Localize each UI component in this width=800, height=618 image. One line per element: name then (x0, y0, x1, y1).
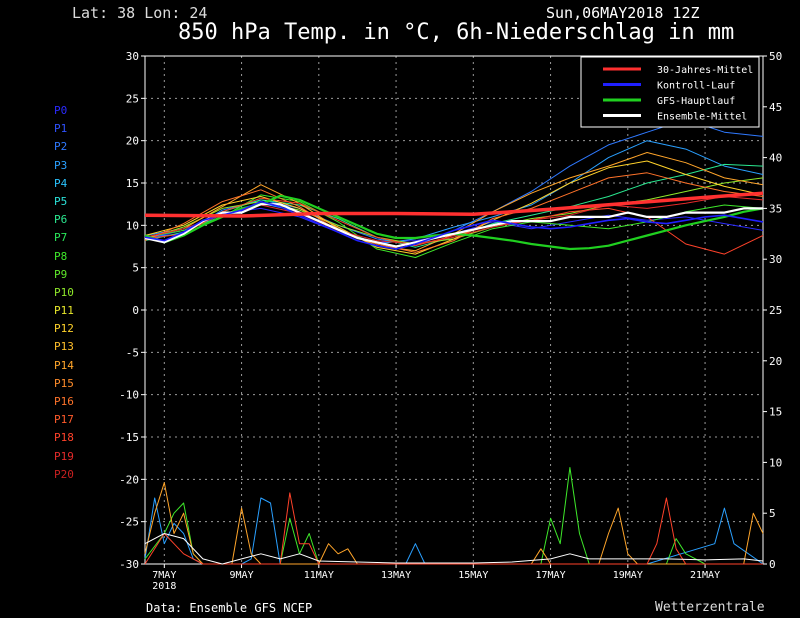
y-left-tick-label: -20 (119, 473, 139, 486)
chart-title: 850 hPa Temp. in °C, 6h-Niederschlag in … (178, 20, 735, 45)
legend-label: GFS-Hauptlauf (657, 96, 735, 107)
chart-series (144, 119, 764, 565)
member-label-p4: P4 (54, 176, 68, 190)
chart-grid (145, 56, 763, 564)
y-right-tick-label: 45 (769, 101, 782, 114)
run-datetime: Sun,06MAY2018 12Z (546, 4, 700, 22)
series-line-ensemble-mittel (144, 203, 763, 248)
y-right-tick-label: 5 (769, 507, 776, 520)
y-left-tick-label: -30 (119, 558, 139, 571)
member-legend: P0 P1 P2 P3 P4 P5 P6 P7 P8 P9 P10 P11 P12 P13 P14 P15 P1… (54, 102, 74, 484)
series-line-p16 (144, 172, 764, 253)
y-left-tick-label: 20 (126, 135, 139, 148)
member-label-p10: P10 (54, 285, 74, 299)
member-label-p7: P7 (54, 231, 68, 245)
x-tick-label: 9MAY (230, 570, 254, 581)
x-tick-label: 19MAY (613, 570, 643, 581)
legend-label: 30-Jahres-Mittel (657, 65, 753, 76)
plot-frame (144, 55, 764, 565)
member-label-p8: P8 (54, 249, 68, 263)
y-right-tick-label: 30 (769, 253, 782, 266)
x-tick-label: 13MAY (381, 570, 411, 581)
member-label-p12: P12 (54, 322, 74, 336)
x-year-label: 2018 (152, 581, 176, 592)
y-left-tick-label: -25 (119, 516, 139, 529)
series-line-p18 (144, 197, 764, 255)
y-left-tick-label: -5 (126, 346, 139, 359)
brand-label: Wetterzentrale (655, 600, 765, 615)
member-label-p20: P20 (54, 467, 74, 481)
member-label-p9: P9 (54, 267, 68, 281)
member-label-p2: P2 (54, 140, 68, 154)
series-line-niederschlag-p14 (144, 482, 764, 565)
member-label-p16: P16 (54, 395, 74, 408)
y-right-tick-label: 15 (769, 406, 782, 419)
series-line-p19 (144, 196, 764, 245)
x-tick-label: 21MAY (690, 570, 720, 581)
legend-label: Kontroll-Lauf (657, 81, 735, 92)
member-label-p6: P6 (54, 213, 68, 227)
y-left-tick-label: -15 (119, 431, 139, 444)
series-legend: 30-Jahres-Mittel Kontroll-Lauf GFS-Hauptla… (580, 56, 760, 128)
y-right-tick-label: 10 (769, 456, 782, 469)
location-label: Lat: 38 Lon: 24 (72, 4, 208, 22)
member-label-p3: P3 (54, 158, 68, 172)
series-line-niederschlag-mittel (144, 533, 764, 565)
x-tick-label: 15MAY (458, 570, 488, 581)
series-line-niederschlag-p8 (144, 467, 763, 565)
x-tick-label: 11MAY (304, 570, 334, 581)
member-label-p15: P15 (54, 376, 74, 390)
member-label-p5: P5 (54, 194, 68, 208)
series-line-p8 (144, 194, 764, 258)
member-label-p14: P14 (54, 358, 74, 372)
chart-axes: 302520151050-5-10-15-20-25-3050454035302… (119, 50, 782, 592)
y-right-tick-label: 25 (769, 304, 782, 317)
y-right-tick-label: 50 (769, 50, 782, 63)
y-right-tick-label: 20 (769, 355, 782, 368)
y-right-tick-label: 40 (769, 152, 782, 165)
y-left-tick-label: 15 (126, 177, 139, 190)
series-line-30-jahres-mittel (144, 191, 764, 218)
series-line-kontroll-lauf (144, 200, 764, 250)
member-label-p1: P1 (54, 122, 68, 136)
y-left-tick-label: 30 (126, 50, 139, 63)
member-label-p0: P0 (54, 104, 68, 117)
y-right-tick-label: 0 (769, 558, 776, 571)
y-left-tick-label: 0 (132, 304, 139, 317)
series-line-p12 (144, 160, 764, 255)
y-left-tick-label: 10 (126, 219, 139, 232)
x-tick-label: 7MAY (152, 570, 176, 581)
data-source-label: Data: Ensemble GFS NCEP (146, 601, 313, 615)
y-right-tick-label: 35 (769, 202, 782, 215)
member-label-p19: P19 (54, 449, 74, 463)
member-label-p18: P18 (54, 431, 74, 445)
series-line-niederschlag-p18 (144, 492, 763, 565)
member-label-p11: P11 (54, 304, 74, 318)
y-left-tick-label: 5 (132, 262, 139, 275)
member-label-p17: P17 (54, 413, 74, 427)
legend-label: Ensemble-Mittel (657, 112, 747, 123)
y-left-tick-label: -10 (119, 389, 139, 402)
x-tick-label: 17MAY (536, 570, 566, 581)
y-left-tick-label: 25 (126, 92, 139, 105)
member-label-p13: P13 (54, 340, 74, 354)
